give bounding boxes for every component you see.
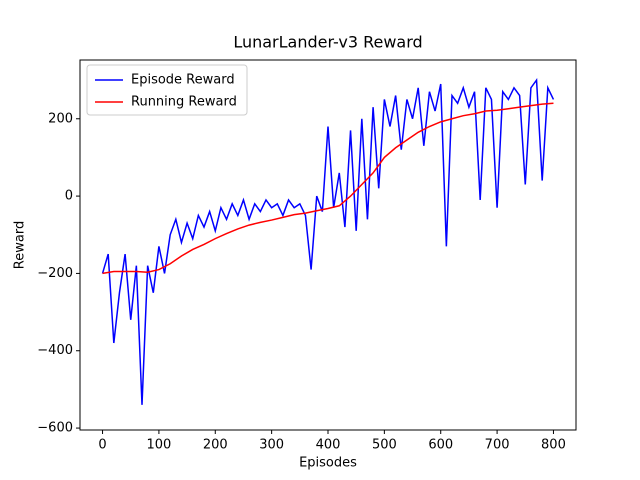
x-axis-label: Episodes (299, 456, 357, 471)
y-tick-label: 200 (48, 111, 73, 126)
series-line (101, 77, 555, 405)
legend-box (86, 64, 248, 116)
x-tick-label: 400 (316, 438, 341, 453)
x-tick-label: 700 (485, 438, 510, 453)
legend-label: Episode Reward (131, 73, 235, 88)
x-tick-label: 0 (98, 438, 106, 453)
y-tick-label: −400 (37, 343, 73, 358)
x-tick-label: 300 (259, 438, 284, 453)
y-axis-label: Reward (13, 221, 28, 269)
y-tick-label: −200 (37, 266, 73, 281)
series-line (102, 102, 554, 275)
x-tick-label: 800 (541, 438, 566, 453)
plot-frame (79, 59, 577, 431)
chart-title: LunarLander-v3 Reward (233, 33, 422, 52)
legend-label: Running Reward (131, 95, 237, 110)
x-tick-label: 100 (146, 438, 171, 453)
x-tick-label: 600 (428, 438, 453, 453)
y-tick-label: −600 (37, 421, 73, 436)
x-tick-label: 500 (372, 438, 397, 453)
y-tick-label: 0 (65, 189, 73, 204)
x-tick-label: 200 (203, 438, 228, 453)
